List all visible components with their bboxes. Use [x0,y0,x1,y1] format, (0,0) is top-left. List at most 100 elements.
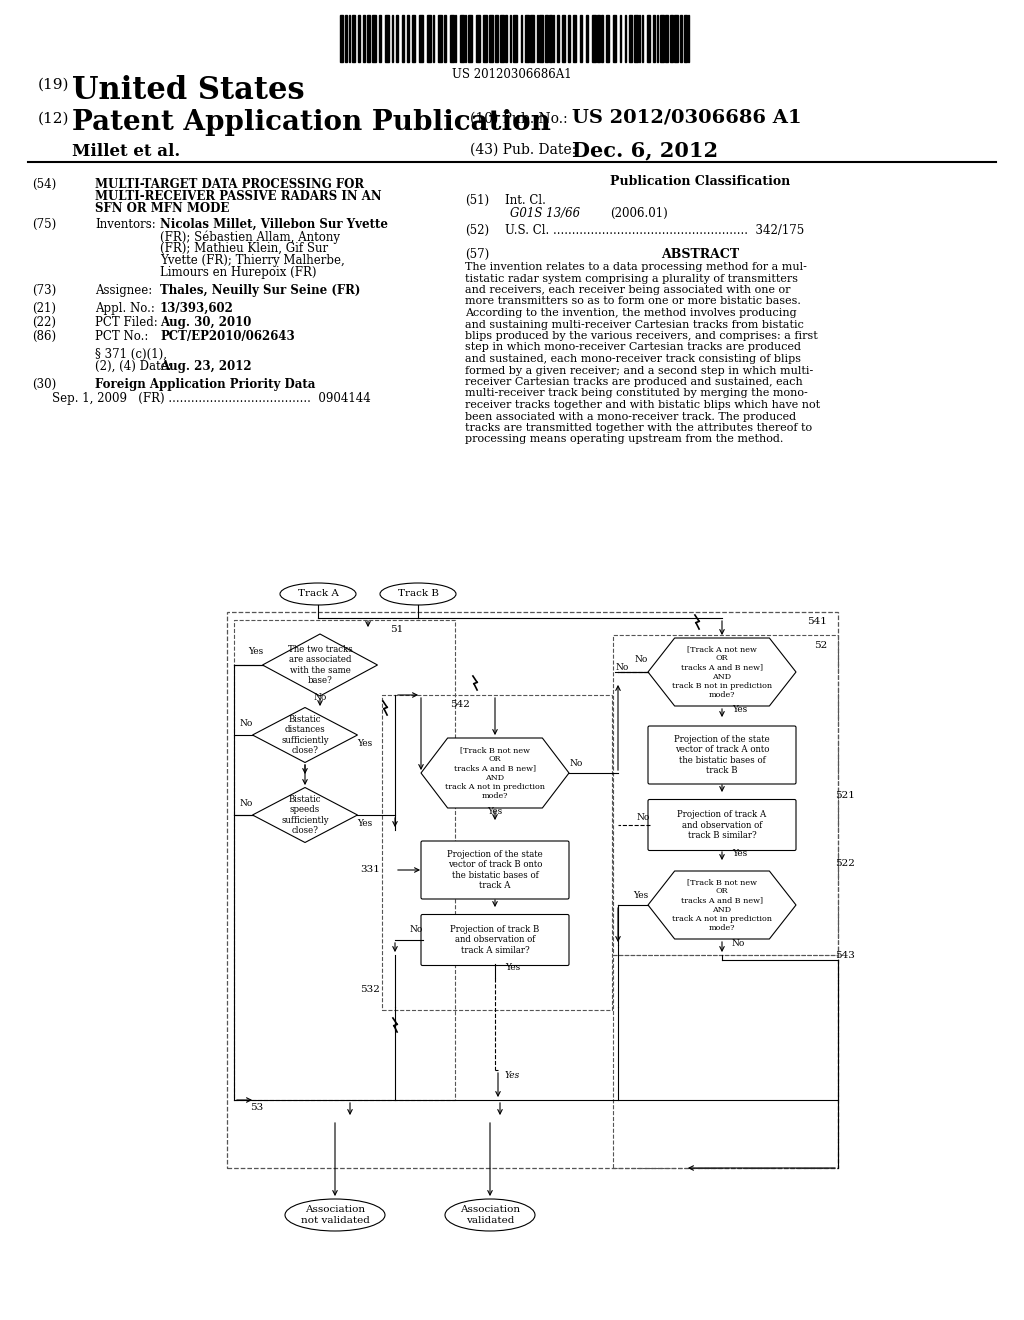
Text: No: No [240,799,253,808]
Text: ABSTRACT: ABSTRACT [660,248,739,261]
Bar [606,15,609,62]
Bar [562,15,565,62]
Bar [476,15,480,62]
Bar [613,635,838,954]
Text: According to the invention, the method involves producing: According to the invention, the method i… [465,308,797,318]
Bar [530,15,534,62]
Text: Sep. 1, 2009   (FR) ......................................  0904144: Sep. 1, 2009 (FR) ......................… [52,392,371,405]
Bar [674,15,678,62]
Bar [684,15,687,62]
Text: No: No [732,939,745,948]
Ellipse shape [280,583,356,605]
Bar [629,15,632,62]
Text: 51: 51 [390,624,403,634]
Bar [568,15,570,62]
Text: No: No [410,925,423,935]
Text: tistatic radar system comprising a plurality of transmitters: tistatic radar system comprising a plura… [465,273,798,284]
Text: (54): (54) [32,178,56,191]
Text: (73): (73) [32,284,56,297]
Text: formed by a given receiver; and a second step in which multi-: formed by a given receiver; and a second… [465,366,813,375]
Text: 541: 541 [807,616,827,626]
Text: The two tracks
are associated
with the same
base?: The two tracks are associated with the s… [288,645,352,685]
Bar [505,15,507,62]
Bar [234,620,455,1100]
Text: Projection of the state
vector of track B onto
the bistatic bases of
track A: Projection of the state vector of track … [447,850,543,890]
Bar [634,15,638,62]
Text: SFN OR MFN MODE: SFN OR MFN MODE [95,202,229,215]
Text: Nicolas Millet, Villebon Sur Yvette: Nicolas Millet, Villebon Sur Yvette [160,218,388,231]
Bar [557,15,559,62]
Bar [402,15,404,62]
Text: Yes: Yes [732,849,748,858]
Text: (10) Pub. No.:: (10) Pub. No.: [470,112,567,125]
Text: 522: 522 [835,858,855,867]
Text: Publication Classification: Publication Classification [610,176,791,187]
Text: Inventors:: Inventors: [95,218,156,231]
Text: receiver tracks together and with bistatic blips which have not: receiver tracks together and with bistat… [465,400,820,411]
Text: Patent Application Publication: Patent Application Publication [72,110,551,136]
Text: tracks are transmitted together with the attributes thereof to: tracks are transmitted together with the… [465,422,812,433]
Text: United States: United States [72,75,304,106]
Bar [419,15,423,62]
Text: Yes: Yes [357,738,373,747]
Text: U.S. Cl. ....................................................  342/175: U.S. Cl. ...............................… [505,224,804,238]
Text: 52: 52 [814,642,827,649]
Bar [580,15,582,62]
Text: and sustaining multi-receiver Cartesian tracks from bistatic: and sustaining multi-receiver Cartesian … [465,319,804,330]
Text: PCT Filed:: PCT Filed: [95,315,158,329]
Bar [450,15,454,62]
Text: (51): (51) [465,194,489,207]
Bar [427,15,431,62]
FancyBboxPatch shape [421,841,569,899]
Text: and sustained, each mono-receiver track consisting of blips: and sustained, each mono-receiver track … [465,354,801,364]
Text: (FR); Sébastien Allam, Antony: (FR); Sébastien Allam, Antony [160,230,340,243]
Polygon shape [648,871,796,939]
Text: (2), (4) Date:: (2), (4) Date: [95,360,172,374]
Text: 521: 521 [835,791,855,800]
Text: The invention relates to a data processing method for a mul-: The invention relates to a data processi… [465,261,807,272]
Bar [483,15,487,62]
Bar [438,15,442,62]
Text: (30): (30) [32,378,56,391]
Text: Projection of track A
and observation of
track B similar?: Projection of track A and observation of… [677,810,767,840]
Bar [597,15,600,62]
Ellipse shape [445,1199,535,1232]
Bar [539,15,543,62]
Text: (86): (86) [32,330,56,343]
Text: Projection of track B
and observation of
track A similar?: Projection of track B and observation of… [451,925,540,954]
Text: Int. Cl.: Int. Cl. [505,194,546,207]
Polygon shape [253,788,357,842]
Text: Assignee:: Assignee: [95,284,153,297]
Text: G01S 13/66: G01S 13/66 [510,207,581,220]
Bar [513,15,517,62]
Text: MULTI-TARGET DATA PROCESSING FOR: MULTI-TARGET DATA PROCESSING FOR [95,178,365,191]
Text: Millet et al.: Millet et al. [72,143,180,160]
Text: [Track B not new
OR
tracks A and B new]
AND
track A not in prediction
mode?: [Track B not new OR tracks A and B new] … [672,878,772,932]
Polygon shape [253,708,357,763]
Text: and receivers, each receiver being associated with one or: and receivers, each receiver being assoc… [465,285,791,294]
Bar [613,15,616,62]
Text: No: No [637,813,650,821]
Bar [382,696,612,1010]
Ellipse shape [380,583,456,605]
Text: Yes: Yes [357,818,373,828]
Text: No: No [615,663,629,672]
Text: Yes: Yes [487,807,503,816]
Bar [500,15,504,62]
Text: (52): (52) [465,224,489,238]
Ellipse shape [285,1199,385,1232]
Bar [352,15,355,62]
Text: Appl. No.:: Appl. No.: [95,302,155,315]
Text: Track B: Track B [397,590,438,598]
Text: [Track B not new
OR
tracks A and B new]
AND
track A not in prediction
mode?: [Track B not new OR tracks A and B new] … [445,746,545,800]
Text: PCT/EP2010/062643: PCT/EP2010/062643 [160,330,295,343]
Text: Yes: Yes [633,891,648,899]
Text: Aug. 30, 2010: Aug. 30, 2010 [160,315,251,329]
Bar [680,15,682,62]
Polygon shape [648,638,796,706]
Bar [495,15,498,62]
Text: Thales, Neuilly Sur Seine (FR): Thales, Neuilly Sur Seine (FR) [160,284,360,297]
Text: 331: 331 [360,866,380,874]
Bar [412,15,415,62]
Bar [396,15,398,62]
